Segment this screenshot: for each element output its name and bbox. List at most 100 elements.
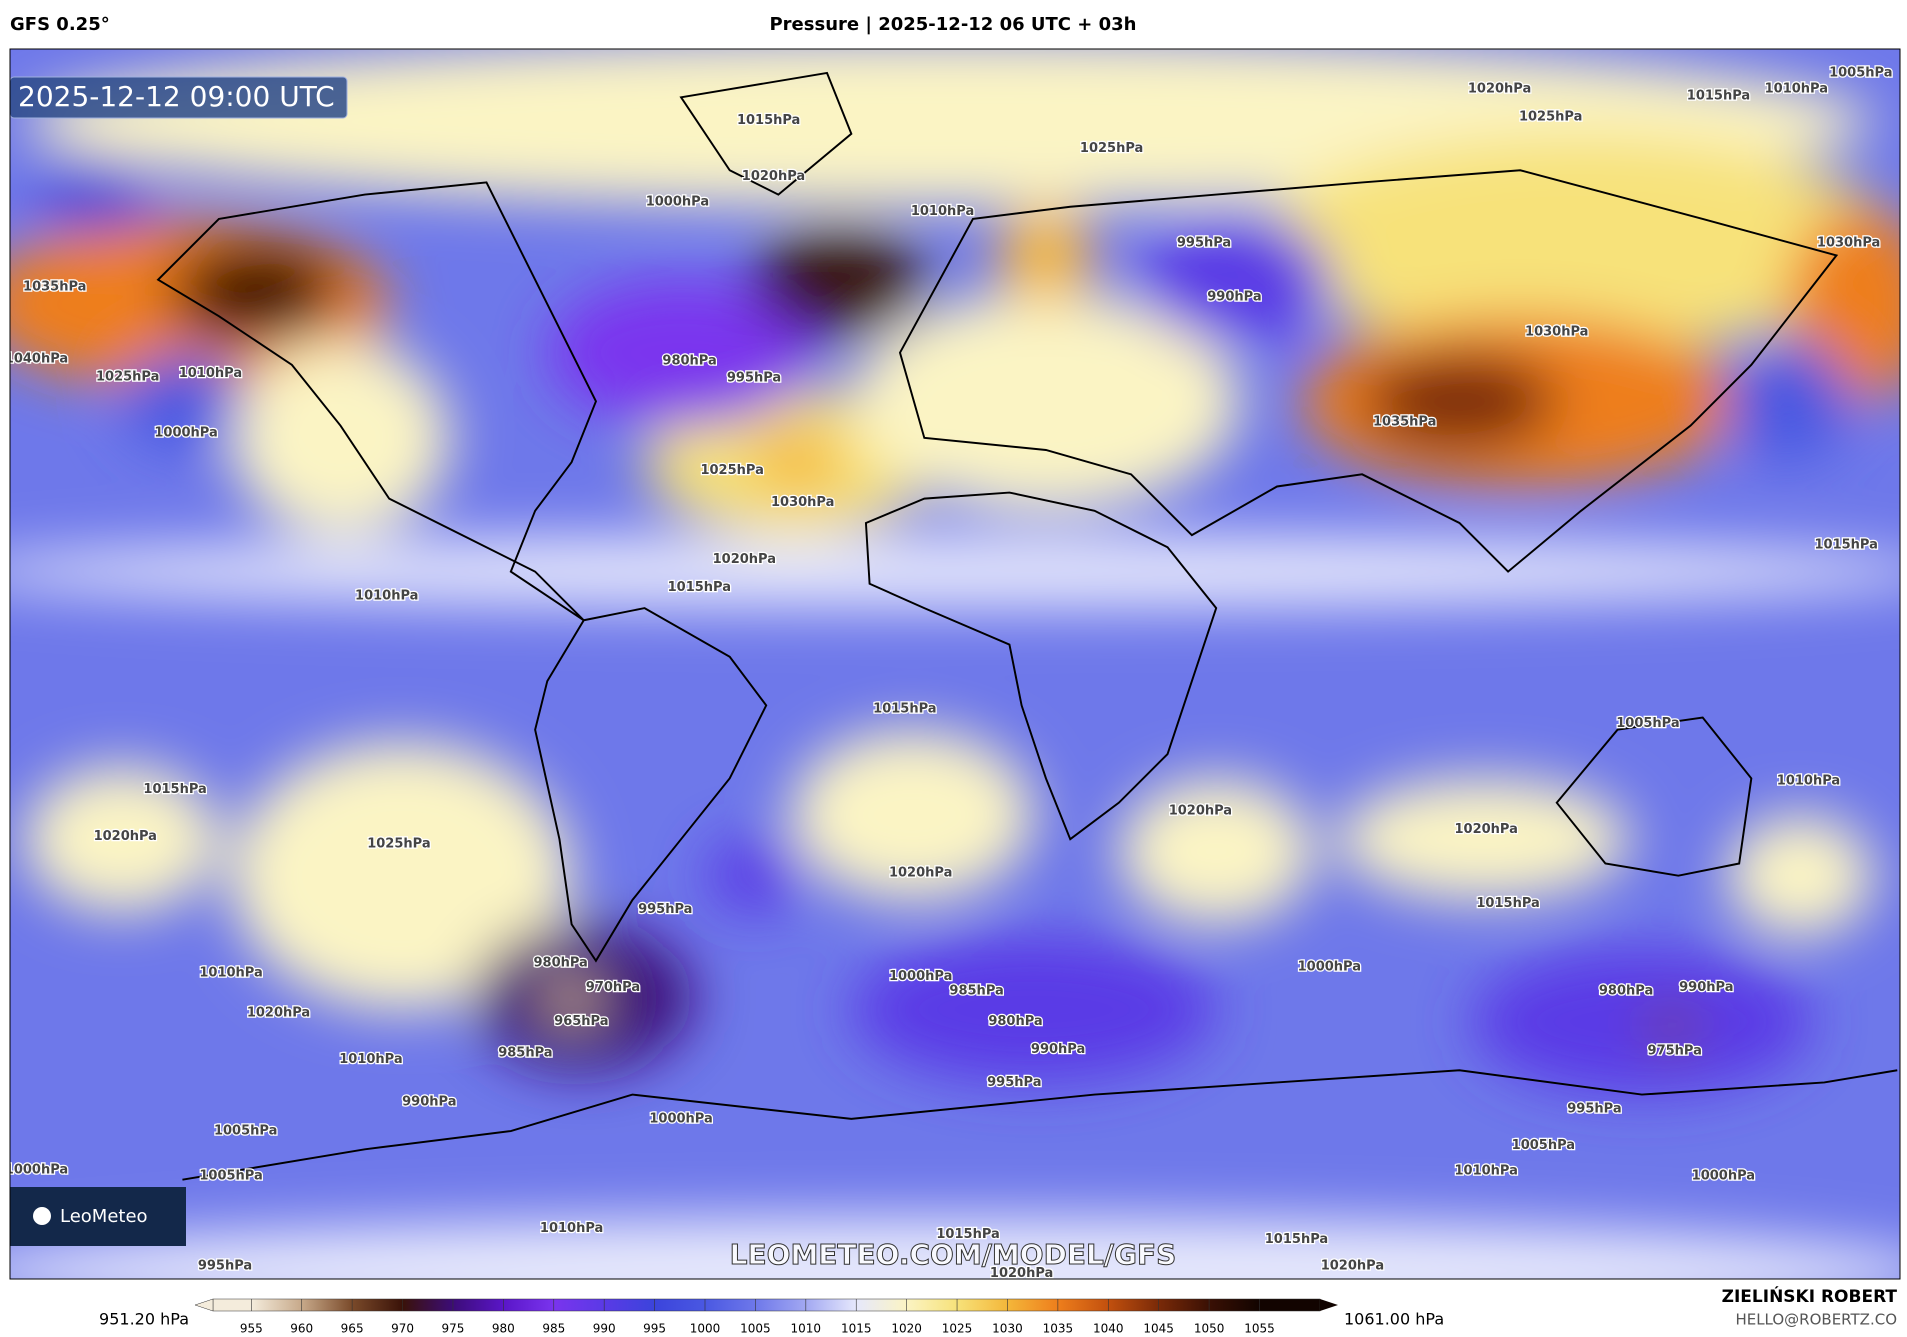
contour-label: 985hPa bbox=[949, 984, 1003, 999]
contour-label: 1015hPa bbox=[1687, 89, 1750, 104]
colorbar-tick-label: 985 bbox=[542, 1322, 565, 1336]
pressure-area bbox=[754, 224, 925, 335]
contour-label: 1000hPa bbox=[649, 1111, 712, 1126]
contour-label: 1020hPa bbox=[742, 169, 805, 184]
contour-label: 995hPa bbox=[987, 1075, 1041, 1090]
contour-label: 1000hPa bbox=[5, 1162, 68, 1177]
email: HELLO@ROBERTZ.CO bbox=[1735, 1311, 1897, 1329]
contour-label: 1005hPa bbox=[1512, 1138, 1575, 1153]
contour-label: 1025hPa bbox=[1519, 109, 1582, 124]
contour-label: 995hPa bbox=[198, 1259, 252, 1274]
contour-label: 980hPa bbox=[662, 354, 716, 369]
contour-label: 995hPa bbox=[727, 371, 781, 386]
colorbar-extend-low bbox=[194, 1298, 214, 1312]
watermark: LEOMETEO.COM/MODEL/GFS bbox=[730, 1238, 1177, 1271]
pressure-area bbox=[24, 766, 219, 913]
pressure-area bbox=[547, 279, 815, 426]
contour-label: 1010hPa bbox=[1777, 773, 1840, 788]
contour-label: 1020hPa bbox=[1321, 1259, 1384, 1274]
pressure-area bbox=[997, 206, 1095, 305]
pressure-area bbox=[1727, 814, 1873, 937]
contour-label: 980hPa bbox=[988, 1014, 1042, 1029]
colorbar-tick-label: 1035 bbox=[1043, 1322, 1074, 1336]
contour-label: 975hPa bbox=[1648, 1043, 1702, 1058]
colorbar-extend-high bbox=[1320, 1299, 1338, 1311]
pressure-area bbox=[10, 535, 1900, 609]
pressure-area bbox=[1264, 133, 1898, 353]
contour-label: 1035hPa bbox=[1373, 415, 1436, 430]
pressure-area bbox=[231, 340, 450, 536]
contour-label: 970hPa bbox=[586, 980, 640, 995]
contour-label: 1030hPa bbox=[1817, 236, 1880, 251]
colorbar-tick-label: 990 bbox=[593, 1322, 616, 1336]
contour-label: 1025hPa bbox=[367, 837, 430, 852]
contour-label: 990hPa bbox=[402, 1094, 456, 1109]
colorbar-min-label: 951.20 hPa bbox=[99, 1310, 189, 1329]
contour-label: 1020hPa bbox=[1454, 822, 1517, 837]
map-frame bbox=[9, 48, 1901, 1280]
colorbar-tick-label: 965 bbox=[341, 1322, 364, 1336]
model-label: GFS 0.25° bbox=[10, 14, 110, 35]
contour-label: 995hPa bbox=[638, 902, 692, 917]
colorbar-tick-label: 1005 bbox=[740, 1322, 771, 1336]
colorbar-tick-label: 960 bbox=[290, 1322, 313, 1336]
pressure-area bbox=[851, 291, 1241, 511]
colorbar-tick-label: 1040 bbox=[1093, 1322, 1124, 1336]
valid-time: 2025-12-12 09:00 UTC bbox=[18, 80, 335, 113]
contour-label: 1005hPa bbox=[199, 1169, 262, 1184]
contour-label: 1020hPa bbox=[1169, 804, 1232, 819]
contour-label: 1000hPa bbox=[1298, 959, 1361, 974]
contour-label: 1010hPa bbox=[540, 1221, 603, 1236]
contour-label: 1025hPa bbox=[1080, 141, 1143, 156]
author: ZIELIŃSKI ROBERT bbox=[1722, 1285, 1898, 1307]
pressure-field bbox=[10, 49, 1900, 1279]
colorbar-tick-label: 975 bbox=[441, 1322, 464, 1336]
contour-label: 1020hPa bbox=[94, 829, 157, 844]
pressure-area bbox=[1137, 218, 1332, 341]
contour-label: 995hPa bbox=[1567, 1102, 1621, 1117]
contour-label: 1015hPa bbox=[143, 782, 206, 797]
pressure-area bbox=[121, 352, 244, 450]
pressure-area bbox=[10, 1216, 1900, 1279]
contour-label: 1020hPa bbox=[1468, 81, 1531, 96]
contour-label: 1000hPa bbox=[889, 969, 952, 984]
contour-label: 990hPa bbox=[1207, 289, 1261, 304]
colorbar-tick-label: 955 bbox=[240, 1322, 263, 1336]
contour-label: 965hPa bbox=[554, 1014, 608, 1029]
pressure-area bbox=[231, 741, 572, 1010]
pressure-area bbox=[541, 977, 603, 1022]
colorbar-tick-label: 1050 bbox=[1194, 1322, 1225, 1336]
colorbar-tick-label: 1025 bbox=[942, 1322, 973, 1336]
contour-label: 1020hPa bbox=[889, 866, 952, 881]
contour-label: 1005hPa bbox=[214, 1124, 277, 1139]
colorbar-tick-label: 1045 bbox=[1143, 1322, 1174, 1336]
contour-label: 990hPa bbox=[1679, 980, 1733, 995]
title: Pressure | 2025-12-12 06 UTC + 03h bbox=[769, 14, 1136, 35]
contour-label: 1010hPa bbox=[911, 204, 974, 219]
colorbar-tick-label: 1055 bbox=[1244, 1322, 1275, 1336]
pressure-area bbox=[1337, 778, 1630, 900]
contour-labels: 1005hPa 1010hPa 1015hPa 1020hPa 1025hPa 1025h… bbox=[5, 64, 1894, 1279]
colorbar-tick-label: 980 bbox=[492, 1322, 515, 1336]
colorbar-tick-label: 1000 bbox=[690, 1322, 721, 1336]
contour-label: 1015hPa bbox=[668, 580, 731, 595]
contour-label: 985hPa bbox=[498, 1046, 552, 1061]
contour-label: 1030hPa bbox=[1525, 325, 1588, 340]
contour-label: 990hPa bbox=[1031, 1042, 1085, 1057]
contour-label: 1040hPa bbox=[5, 351, 68, 366]
contour-label: 1025hPa bbox=[96, 370, 159, 385]
contour-label: 1010hPa bbox=[1765, 81, 1828, 96]
contour-label: 1020hPa bbox=[713, 552, 776, 567]
contour-label: 1015hPa bbox=[873, 702, 936, 717]
contour-label: 1025hPa bbox=[700, 463, 763, 478]
colorbar-tick-label: 1010 bbox=[791, 1322, 822, 1336]
pressure-area bbox=[170, 243, 341, 341]
colorbar-tick-label: 995 bbox=[643, 1322, 666, 1336]
map: 1005hPa 1010hPa 1015hPa 1020hPa 1025hPa 1025h… bbox=[5, 49, 1900, 1279]
logo-sun bbox=[33, 1207, 51, 1225]
pressure-area bbox=[1647, 1009, 1697, 1046]
contour-label: 980hPa bbox=[533, 956, 587, 971]
colorbar-tick-label: 1020 bbox=[891, 1322, 922, 1336]
pressure-area bbox=[790, 729, 1034, 900]
